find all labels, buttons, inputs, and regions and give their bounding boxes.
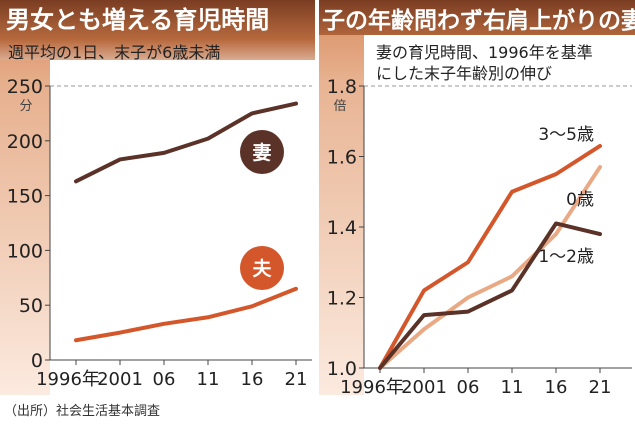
x-tick-label: 1996年 [340,377,404,398]
y-unit-label: 倍 [333,99,346,114]
left-plot-area [50,60,315,395]
y-unit-label: 分 [19,99,32,114]
y-tick-label: 1.6 [327,147,357,169]
x-tick-label: 2001 [97,369,143,390]
x-tick-label: 11 [197,369,220,390]
y-tick-label: 250 [7,76,43,98]
y-tick-label: 50 [19,295,43,317]
right-title: 子の年齢問わず右肩上がりの妻 [322,7,635,34]
series-label: 0歳 [566,190,594,210]
x-tick-label: 21 [589,377,612,398]
x-tick-label: 16 [241,369,264,390]
legend-label: 夫 [252,258,272,280]
y-tick-label: 1.8 [327,76,357,98]
y-tick-label: 200 [7,131,43,153]
y-tick-label: 1.2 [327,288,357,310]
x-tick-label: 1996年 [36,369,100,390]
x-tick-label: 16 [545,377,568,398]
source-note: （出所）社会生活基本調査 [4,403,160,419]
left-title: 男女とも増える育児時間 [6,6,269,34]
y-tick-label: 1.4 [327,217,357,239]
x-tick-label: 11 [501,377,524,398]
x-tick-label: 06 [457,377,480,398]
series-label: 3～5歳 [538,125,594,145]
y-tick-label: 100 [7,240,43,262]
left-subtitle: 週平均の1日、末子が6歳未満 [8,43,220,62]
series-label: 1～2歳 [538,247,594,267]
x-tick-label: 21 [285,369,308,390]
right-subtitle-line2: にした末子年齢別の伸び [376,64,552,83]
x-tick-label: 2001 [401,377,447,398]
legend-label: 妻 [252,141,271,164]
right-subtitle-line1: 妻の育児時間、1996年を基準 [376,43,593,62]
y-tick-label: 150 [7,186,43,208]
x-tick-label: 06 [153,369,176,390]
